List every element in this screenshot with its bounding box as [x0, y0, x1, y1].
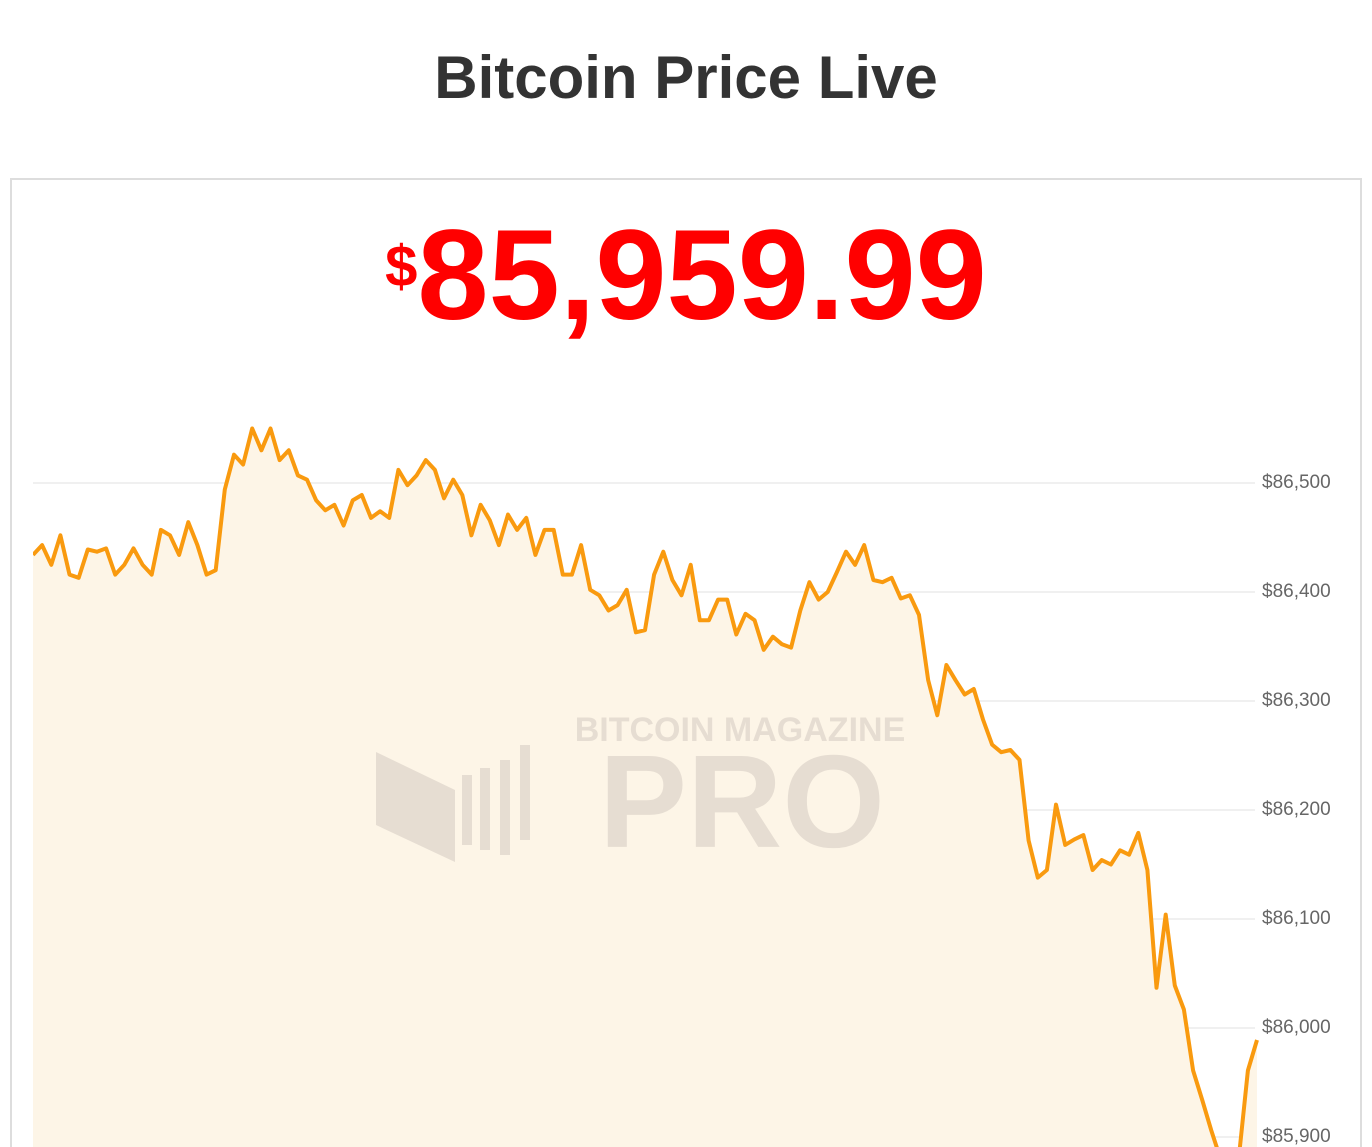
price: $85,959.99 — [385, 204, 987, 347]
amount: 85,959.99 — [417, 204, 986, 347]
y-tick-label: $85,900 — [1262, 1126, 1331, 1147]
currency: $ — [385, 234, 417, 299]
watermark-line1: BITCOIN MAGAZINE — [575, 711, 906, 749]
plot — [33, 426, 1259, 1147]
watermark-line2: PRO — [599, 728, 885, 875]
y-tick-label: $86,500 — [1262, 472, 1331, 493]
y-tick-label: $86,300 — [1262, 690, 1331, 711]
y-tick-label: $86,400 — [1262, 581, 1331, 602]
price-line — [33, 426, 1259, 1147]
y-tick-label: $86,100 — [1262, 908, 1331, 929]
watermark-logo — [376, 745, 530, 862]
area — [33, 428, 1257, 1147]
y-tick-label: $86,000 — [1262, 1017, 1331, 1038]
page-title: Bitcoin Price Live — [434, 44, 938, 111]
y-tick-label: $86,200 — [1262, 799, 1331, 820]
